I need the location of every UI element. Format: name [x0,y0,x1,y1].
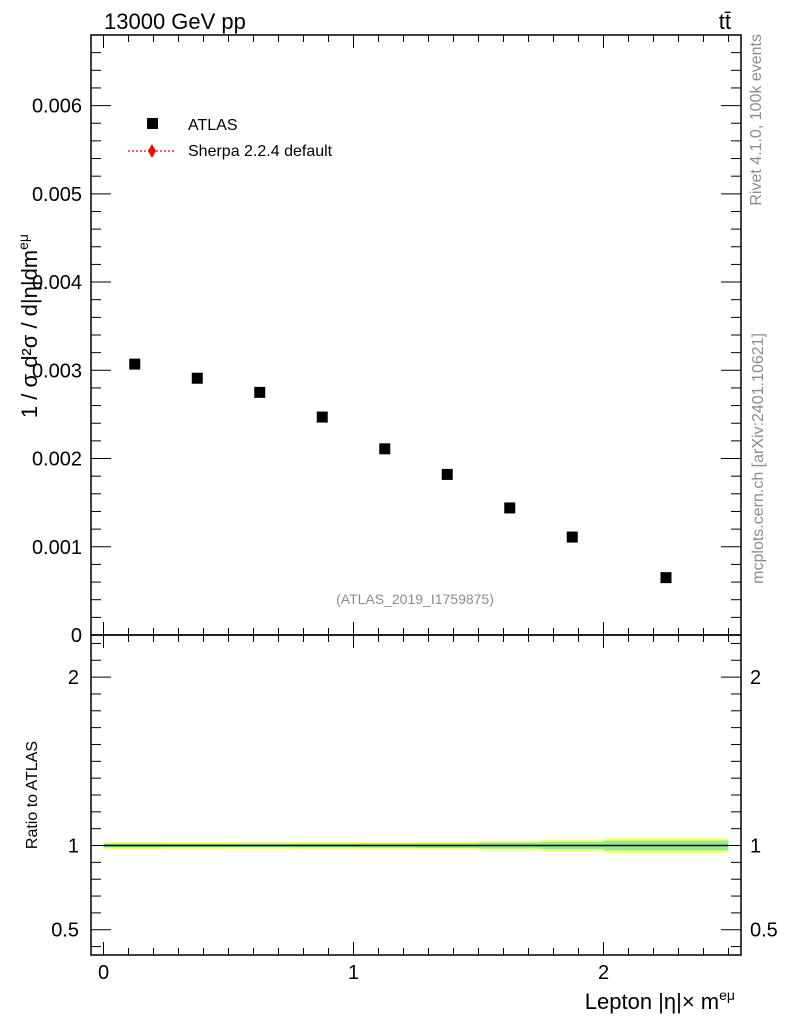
ratio-y-tick-label-right: 2 [750,667,761,689]
ratio-panel-frame [90,634,742,956]
atlas-data-point [129,358,141,370]
legend-sherpa-label: Sherpa 2.2.4 default [188,143,333,160]
y-tick-label: 0.005 [32,184,82,206]
atlas-data-point [379,443,391,455]
y-tick-label: 0.001 [32,537,82,559]
ratio-y-axis-label: Ratio to ATLAS [24,741,41,849]
atlas-data-point [504,502,516,514]
ratio-panel: 0.5 0.5 1 1 2 2 0 1 2 Ratio to ATLAS Lepton |η|… [24,634,778,1014]
atlas-data-point [660,572,672,584]
main-x-ticks [103,35,729,635]
y-tick-label: 0.003 [32,360,82,382]
main-y-axis-label: 1 / σ d²σ / d|η|dmeμ [15,234,42,418]
ratio-y-tick-label: 1 [68,836,79,858]
x-tick-label: 2 [598,962,609,984]
ratio-y-ticks [91,642,741,948]
x-tick-label: 1 [348,962,359,984]
atlas-data-point [191,372,203,384]
x-axis-label: Lepton |η|× meμ [585,987,735,1014]
atlas-data-point [254,386,266,398]
process-label: tt̄ [719,9,731,34]
y-tick-label: 0 [71,625,82,647]
energy-label: 13000 GeV pp [104,9,246,34]
x-tick-labels: 0 1 2 [98,962,609,984]
atlas-data-point [566,531,578,543]
atlas-data-points [129,358,672,584]
main-y-ticks [91,34,741,636]
ratio-y-tick-label-right: 1 [750,836,761,858]
atlas-data-point [441,468,453,480]
y-tick-label: 0.006 [32,96,82,118]
x-tick-label: 0 [98,962,109,984]
ratio-x-ticks [103,635,729,955]
ratio-y-tick-label-right: 0.5 [750,920,778,942]
ratio-y-tick-labels: 0.5 0.5 1 1 2 2 [51,667,778,942]
y-tick-label: 0.004 [32,272,82,294]
y-tick-label: 0.002 [32,449,82,471]
legend: ATLAS Sherpa 2.2.4 default [128,117,333,160]
analysis-label: (ATLAS_2019_I1759875) [336,591,494,607]
ratio-y-tick-label: 2 [68,667,79,689]
atlas-data-point [316,411,328,423]
main-y-tick-labels: 0 0.001 0.002 0.003 0.004 0.005 0.006 [32,96,82,647]
mcplots-label: mcplots.cern.ch [arXiv:2401.10621] [750,333,767,584]
legend-atlas-label: ATLAS [188,117,238,134]
main-panel: 0 0.001 0.002 0.003 0.004 0.005 0.006 1 / σ d²… [15,34,742,647]
legend-sherpa-marker [148,144,156,158]
legend-atlas-marker [147,118,158,129]
rivet-label: Rivet 4.1.0, 100k events [748,34,765,206]
ratio-y-tick-label: 0.5 [51,920,79,942]
